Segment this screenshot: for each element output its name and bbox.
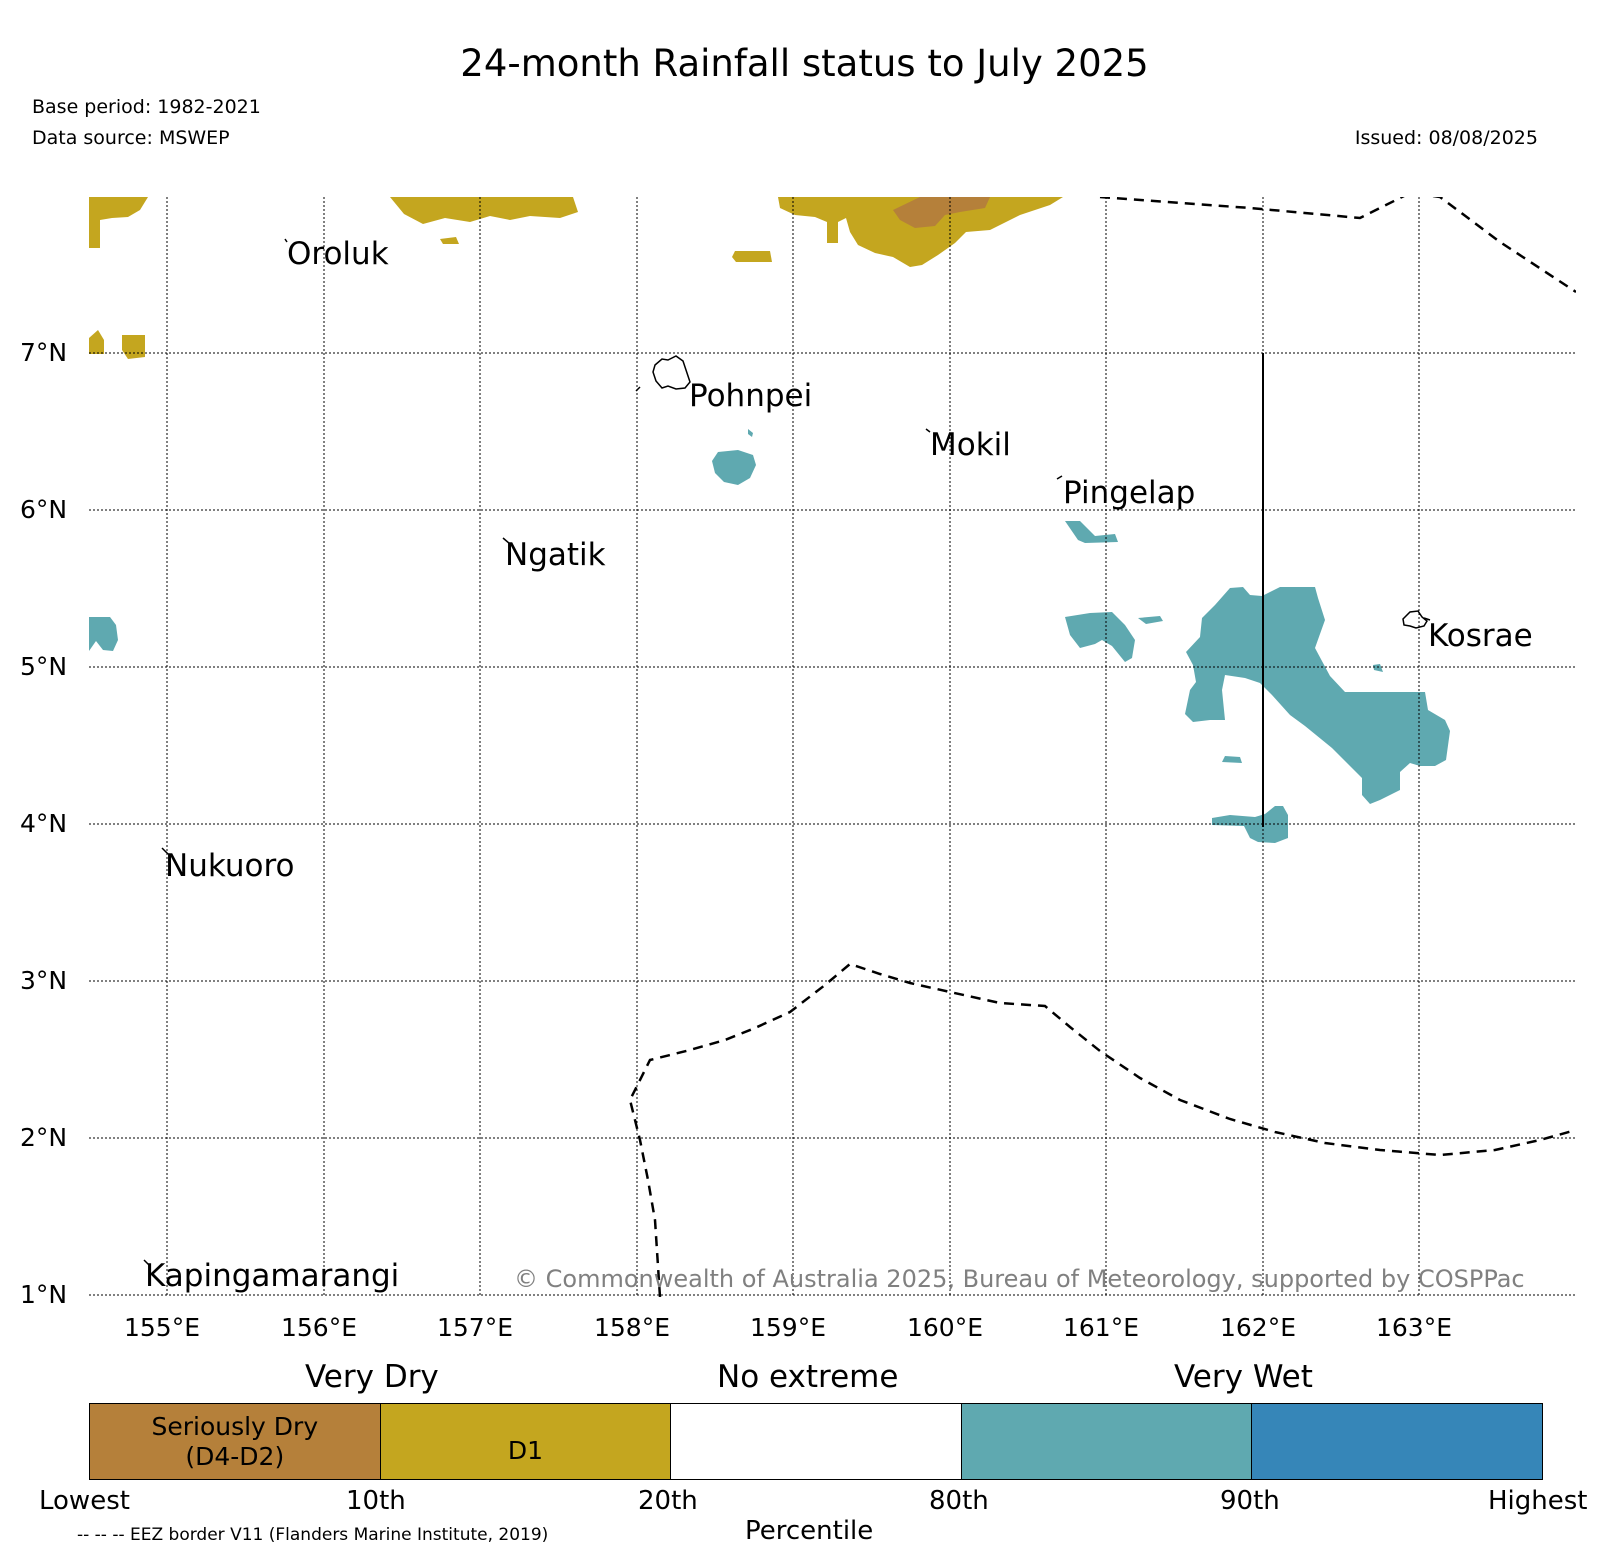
legend-tick-label: 80th bbox=[929, 1486, 989, 1516]
legend-tick-label: Lowest bbox=[39, 1486, 130, 1516]
place-label-kosrae: Kosrae bbox=[1428, 618, 1533, 654]
seriously-dry-region bbox=[893, 197, 990, 228]
lon-tick-label: 156°E bbox=[281, 1313, 358, 1342]
legend-swatch-label: D1 bbox=[507, 1436, 543, 1465]
atoll-markers bbox=[143, 238, 1431, 1266]
wet-region bbox=[1138, 616, 1163, 624]
legend-tick-label: 20th bbox=[638, 1486, 698, 1516]
legend-label-very-dry: Very Dry bbox=[305, 1359, 439, 1395]
kosrae-island-outline bbox=[1402, 610, 1428, 629]
legend-colorbar: Seriously Dry (D4-D2) D1 bbox=[89, 1403, 1543, 1480]
rainfall-layer bbox=[89, 197, 1450, 843]
legend-swatch-no-extreme bbox=[671, 1404, 962, 1479]
base-period: Base period: 1982-2021 bbox=[32, 96, 261, 118]
lon-tick-label: 163°E bbox=[1376, 1313, 1453, 1342]
lat-tick-label: 5°N bbox=[20, 652, 68, 681]
place-label-ngatik: Ngatik bbox=[505, 537, 606, 573]
lon-tick-label: 155°E bbox=[124, 1313, 201, 1342]
lon-tick-label: 160°E bbox=[907, 1313, 984, 1342]
d1-region bbox=[390, 197, 578, 224]
pohnpei-island-outline bbox=[652, 355, 691, 390]
lat-tick-label: 4°N bbox=[20, 809, 68, 838]
d1-region bbox=[778, 197, 1063, 267]
wet-region bbox=[1065, 612, 1135, 662]
legend-tick-label: 10th bbox=[346, 1486, 406, 1516]
eez-border bbox=[628, 197, 1576, 1297]
wet-region bbox=[89, 617, 118, 651]
legend-tick-label: 90th bbox=[1220, 1486, 1280, 1516]
place-label-kapingamarangi: Kapingamarangi bbox=[145, 1258, 400, 1294]
place-label-oroluk: Oroluk bbox=[287, 236, 389, 272]
d1-region bbox=[440, 237, 459, 244]
d1-region bbox=[122, 335, 145, 359]
wet-region bbox=[1065, 521, 1118, 543]
d1-region bbox=[732, 251, 772, 262]
lon-tick-label: 158°E bbox=[594, 1313, 671, 1342]
place-label-nukuoro: Nukuoro bbox=[165, 848, 295, 884]
wet-region bbox=[1373, 664, 1383, 672]
lon-tick-label: 162°E bbox=[1220, 1313, 1297, 1342]
place-label-pohnpei: Pohnpei bbox=[689, 378, 813, 414]
lon-tick-label: 161°E bbox=[1063, 1313, 1140, 1342]
legend-axis-label: Percentile bbox=[745, 1516, 874, 1546]
lat-tick-label: 1°N bbox=[20, 1280, 68, 1309]
data-source: Data source: MSWEP bbox=[32, 127, 230, 149]
legend-swatch-wet bbox=[961, 1404, 1253, 1479]
legend-label-very-wet: Very Wet bbox=[1174, 1359, 1313, 1395]
issued-date: Issued: 08/08/2025 bbox=[1354, 127, 1538, 149]
wet-region bbox=[1222, 756, 1242, 763]
legend-swatch-very-wet bbox=[1252, 1404, 1542, 1479]
legend-label-no-extreme: No extreme bbox=[717, 1359, 899, 1395]
map-title: 24-month Rainfall status to July 2025 bbox=[460, 42, 1149, 85]
d1-region bbox=[89, 197, 148, 248]
lat-tick-label: 6°N bbox=[20, 495, 68, 524]
lat-tick-label: 3°N bbox=[20, 966, 68, 995]
lat-tick-label: 2°N bbox=[20, 1123, 68, 1152]
legend-swatch-seriously-dry: Seriously Dry (D4-D2) bbox=[90, 1404, 381, 1479]
copyright-credit: © Commonwealth of Australia 2025, Bureau… bbox=[514, 1265, 1525, 1293]
d1-region bbox=[89, 330, 104, 354]
place-label-mokil: Mokil bbox=[930, 427, 1011, 463]
legend-tick-label: Highest bbox=[1488, 1486, 1588, 1516]
lat-tick-label: 7°N bbox=[20, 338, 68, 367]
wet-region bbox=[748, 429, 753, 437]
legend-swatch-label: Seriously Dry (D4-D2) bbox=[151, 1411, 319, 1471]
wet-region bbox=[712, 450, 756, 485]
legend-swatch-d1: D1 bbox=[380, 1404, 672, 1479]
lon-tick-label: 159°E bbox=[750, 1313, 827, 1342]
eez-border-note: -- -- -- EEZ border V11 (Flanders Marine… bbox=[77, 1525, 549, 1545]
lon-tick-label: 157°E bbox=[437, 1313, 514, 1342]
wet-region bbox=[1185, 587, 1450, 804]
place-label-pingelap: Pingelap bbox=[1063, 475, 1196, 511]
